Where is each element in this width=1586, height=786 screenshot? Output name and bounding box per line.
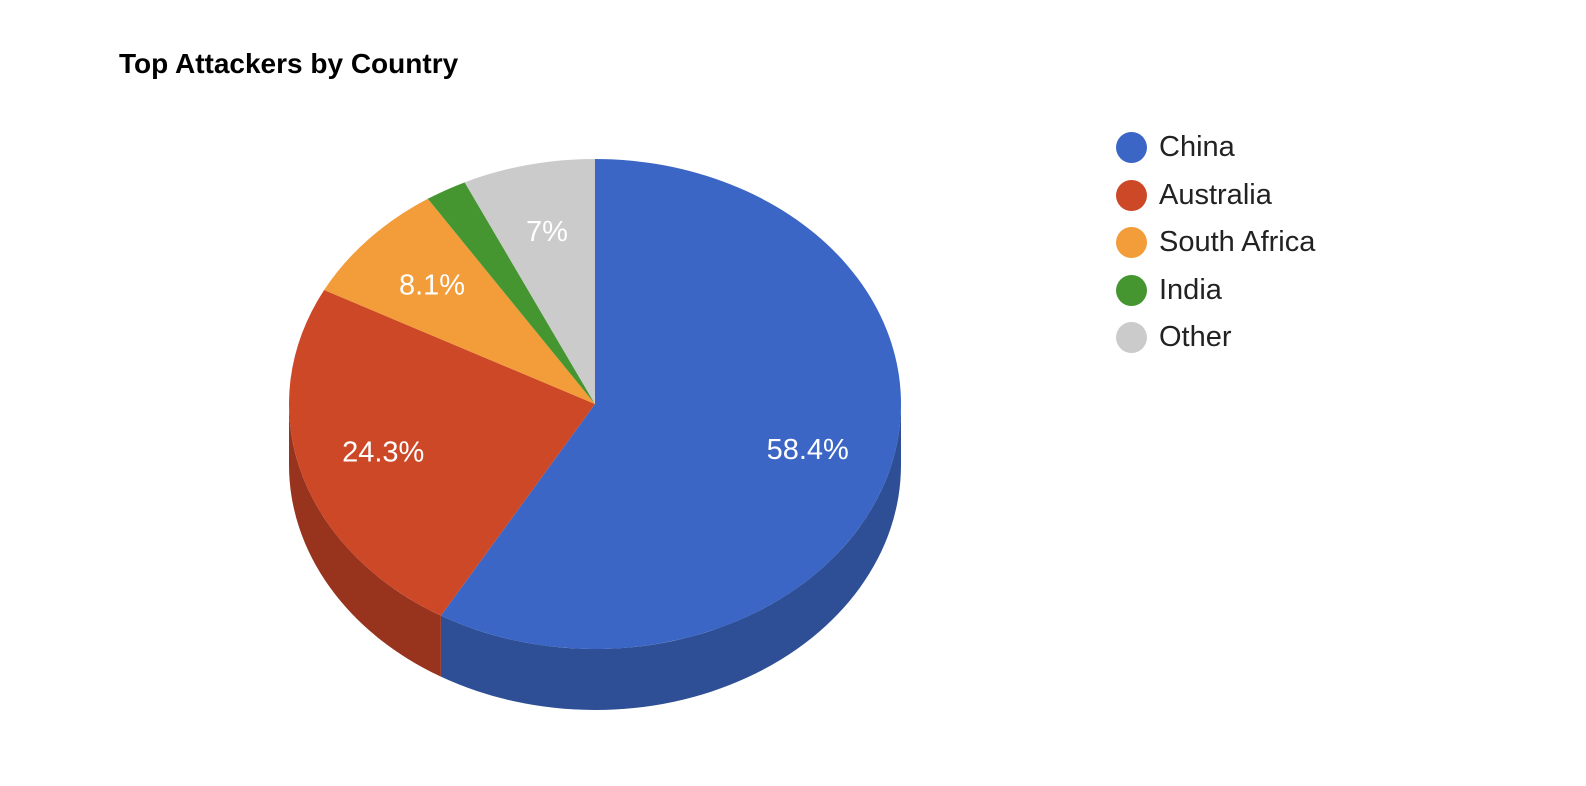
legend: China Australia South Africa India Other <box>1116 124 1315 362</box>
legend-label-other: Other <box>1159 321 1232 354</box>
legend-swatch-india <box>1116 274 1147 306</box>
pie-slice-india[interactable] <box>427 182 595 404</box>
legend-label-australia: Australia <box>1159 178 1272 211</box>
pie-label-china: 58.4% <box>767 434 849 466</box>
legend-swatch-australia <box>1116 179 1147 211</box>
legend-item-south-africa[interactable]: South Africa <box>1116 219 1315 267</box>
pie-side-australia <box>289 404 441 677</box>
pie-label-australia: 24.3% <box>342 437 424 469</box>
legend-swatch-south-africa <box>1116 227 1147 259</box>
pie-label-south-africa: 8.1% <box>399 269 465 301</box>
legend-label-india: India <box>1159 273 1222 306</box>
pie-slice-china[interactable] <box>440 159 902 650</box>
legend-swatch-other <box>1116 322 1147 354</box>
pie-label-other: 7% <box>526 216 568 248</box>
pie-slice-australia[interactable] <box>289 290 595 616</box>
legend-item-china[interactable]: China <box>1116 124 1315 172</box>
legend-swatch-china <box>1116 132 1147 164</box>
legend-item-india[interactable]: India <box>1116 267 1315 315</box>
pie-side-china <box>440 404 901 710</box>
pie-sides <box>289 404 901 710</box>
legend-label-china: China <box>1159 131 1235 164</box>
pie-slices <box>289 159 902 650</box>
pie-slice-other[interactable] <box>464 159 595 404</box>
legend-label-south-africa: South Africa <box>1159 226 1316 259</box>
legend-item-other[interactable]: Other <box>1116 314 1315 362</box>
chart-title: Top Attackers by Country <box>119 48 459 79</box>
legend-item-australia[interactable]: Australia <box>1116 172 1315 220</box>
pie-slice-south-africa[interactable] <box>324 198 595 404</box>
pie-value-labels: 58.4% 24.3% 8.1% 7% <box>342 216 849 469</box>
